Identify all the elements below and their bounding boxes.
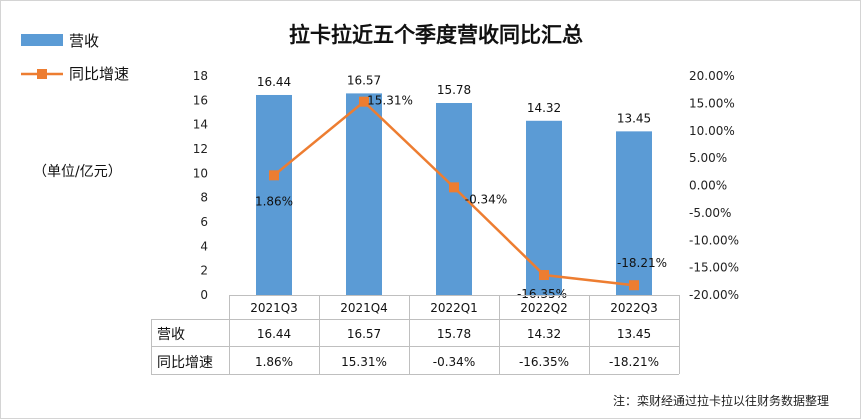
table-cell: -0.34% [433,355,475,369]
growth-marker [449,182,459,193]
table-cell: 15.78 [437,327,471,341]
growth-data-label: 15.31% [367,94,413,108]
table-row-header: 同比增速 [157,355,213,371]
right-axis-tick-label: -20.00% [689,288,739,302]
x-axis-category-label: 2022Q3 [610,301,658,315]
bar-data-label: 14.32 [527,101,561,115]
table-cell: 15.31% [341,355,387,369]
left-axis-tick-label: 2 [200,264,208,278]
right-axis-tick-label: -5.00% [689,206,731,220]
bar-revenue [616,131,652,295]
growth-marker [359,96,369,107]
legend-label-revenue: 营收 [69,32,99,50]
bar-revenue [256,94,292,295]
bar-data-label: 15.78 [437,83,471,97]
bar-revenue [526,120,562,295]
growth-data-label: -18.21% [617,256,667,270]
left-axis-tick-label: 6 [200,215,208,229]
left-axis-tick-label: 10 [193,166,208,180]
data-table: 2021Q3 2021Q4 2022Q1 2022Q2 2022Q3 营收 16.44 16.… [151,295,680,375]
table-cell: -18.21% [609,355,659,369]
legend-label-growth: 同比增速 [69,65,129,83]
table-cell: 14.32 [527,327,561,341]
right-axis-tick-label: -15.00% [689,261,739,275]
left-axis-tick-label: 4 [200,239,208,253]
growth-marker [629,280,639,291]
right-axis-tick-label: 0.00% [689,179,727,193]
growth-data-label: -0.34% [465,192,507,206]
x-axis-category-label: 2022Q1 [430,301,478,315]
table-cell: 16.44 [257,327,291,341]
legend-swatch-revenue [21,34,63,46]
plot-area: 0 2 4 6 8 10 12 14 16 18 -20.00% -15.00% -10.00% -5.0… [193,69,739,302]
source-note: 注：栾财经通过拉卡拉以往财务数据整理 [613,393,829,408]
left-axis-tick-label: 14 [193,118,208,132]
table-row-header: 营收 [157,327,185,343]
growth-data-label: -16.35% [517,287,567,301]
chart-title: 拉卡拉近五个季度营收同比汇总 [289,22,583,47]
right-axis-tick-label: 15.00% [689,96,735,110]
table-cell: 16.57 [347,327,381,341]
left-axis-tick-label: 12 [193,142,208,156]
legend-swatch-growth-marker [37,69,47,79]
table-cell: -16.35% [519,355,569,369]
left-axis-tick-label: 18 [193,69,208,83]
growth-marker [539,270,549,281]
unit-label: （单位/亿元） [33,164,122,180]
right-axis-tick-label: -10.00% [689,233,739,247]
right-axis-tick-label: 5.00% [689,151,727,165]
x-axis-category-label: 2021Q3 [250,301,298,315]
right-axis-tick-label: 10.00% [689,124,735,138]
x-axis-category-label: 2021Q4 [340,301,388,315]
bar-data-label: 13.45 [617,111,651,125]
x-axis-category-label: 2022Q2 [520,301,568,315]
left-axis-tick-label: 8 [200,191,208,205]
growth-marker [269,170,279,181]
bar-data-label: 16.44 [257,75,291,89]
right-axis-tick-label: 20.00% [689,69,735,83]
growth-data-label: 1.86% [255,194,293,208]
left-axis-tick-label: 16 [193,93,208,107]
legend: 营收 同比增速 [21,32,129,83]
left-axis-tick-label: 0 [200,288,208,302]
bar-data-label: 16.57 [347,73,381,87]
table-cell: 1.86% [255,355,293,369]
bar-revenue [346,93,382,295]
table-cell: 13.45 [617,327,651,341]
